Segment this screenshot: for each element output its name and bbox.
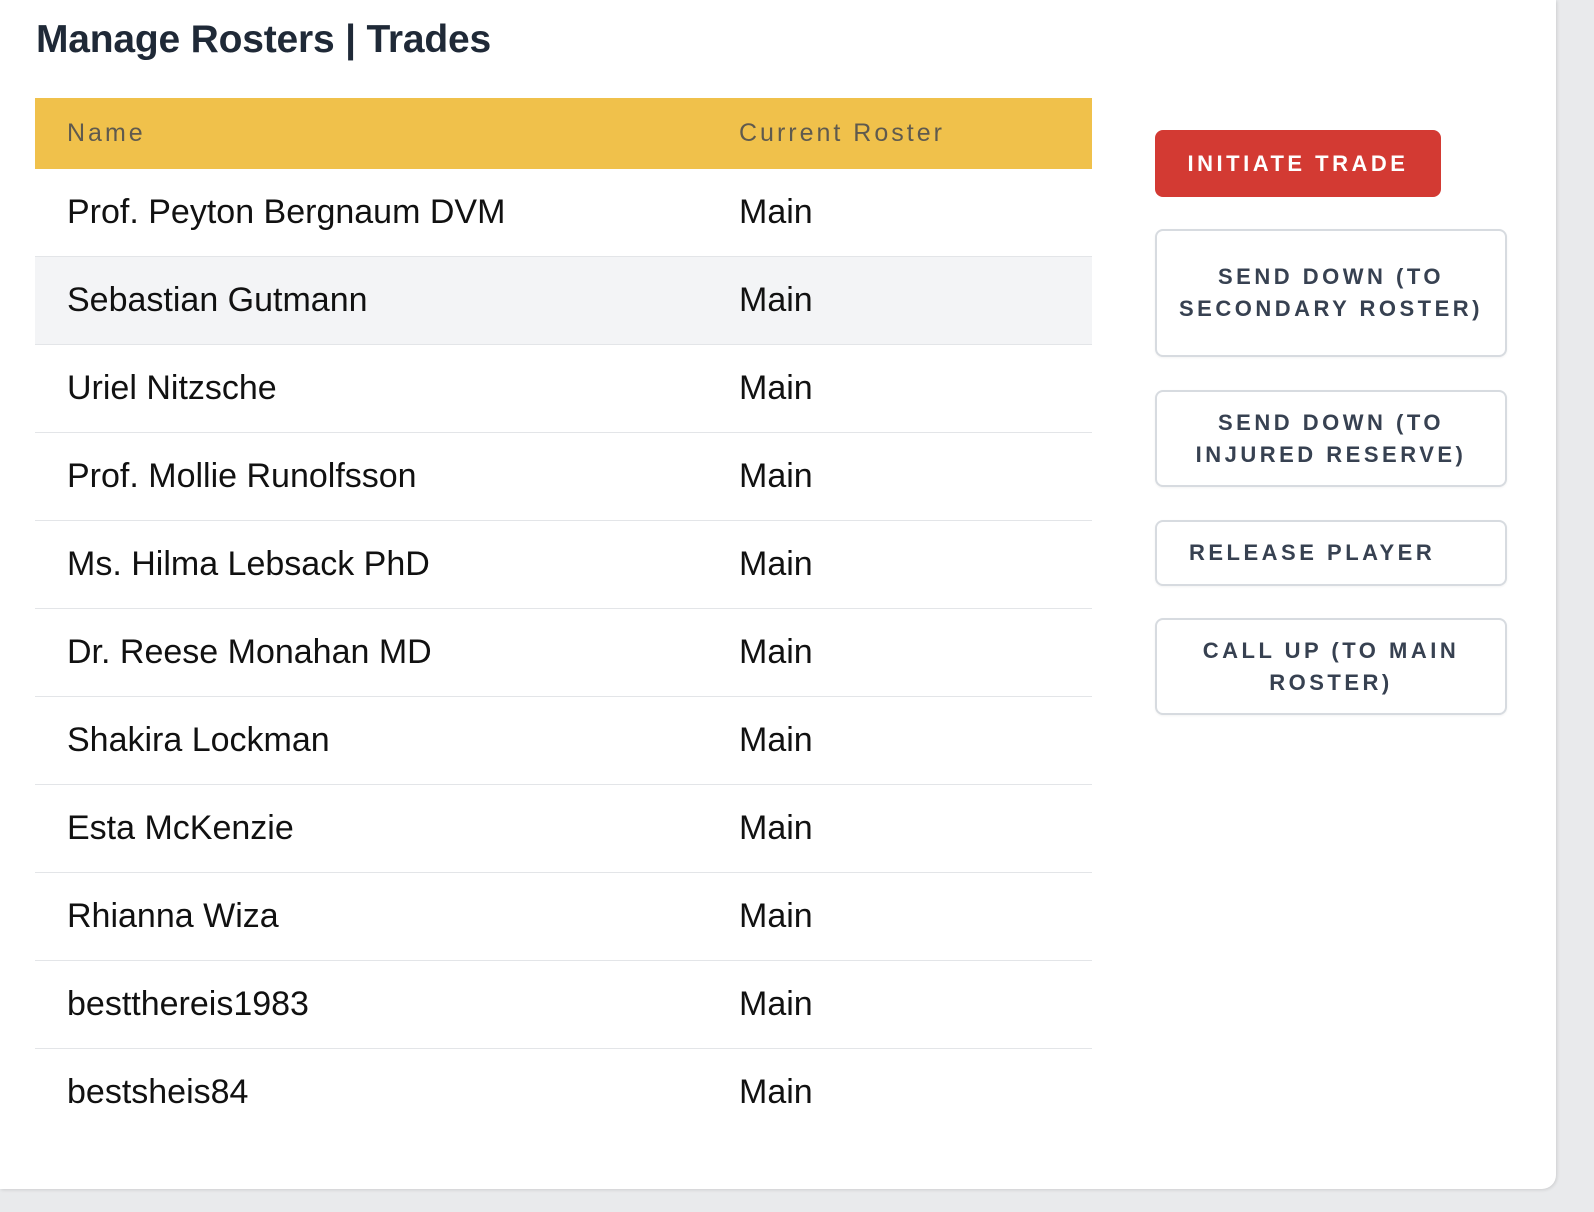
table-row[interactable]: Sebastian Gutmann Main	[35, 256, 1092, 345]
table-row[interactable]: Prof. Mollie Runolfsson Main	[35, 432, 1092, 521]
player-roster: Main	[739, 520, 1092, 609]
player-name: Uriel Nitzsche	[35, 344, 739, 433]
player-roster: Main	[739, 1073, 813, 1111]
table-row[interactable]: Shakira Lockman Main	[35, 696, 1092, 785]
player-roster: Main	[739, 696, 1092, 785]
table-row[interactable]: bestsheis84 Main	[35, 1049, 1092, 1137]
player-roster: Main	[739, 344, 1092, 433]
player-name: Prof. Peyton Bergnaum DVM	[35, 169, 739, 257]
player-name: Prof. Mollie Runolfsson	[35, 432, 739, 521]
roster-card: Manage Rosters | Trades Name Current Ros…	[0, 0, 1556, 1189]
release-player-button[interactable]: RELEASE PLAYER	[1155, 520, 1507, 586]
player-roster: Main	[739, 784, 1092, 873]
player-name: Esta McKenzie	[35, 784, 739, 873]
player-name: bestthereis1983	[35, 960, 739, 1049]
table-row[interactable]: Ms. Hilma Lebsack PhD Main	[35, 520, 1092, 609]
column-header-name[interactable]: Name	[35, 98, 739, 169]
page-title: Manage Rosters | Trades	[36, 18, 491, 61]
column-header-current-roster[interactable]: Current Roster	[739, 98, 1092, 169]
table-row[interactable]: Esta McKenzie Main	[35, 784, 1092, 873]
call-up-main-button[interactable]: CALL UP (TO MAIN ROSTER)	[1155, 618, 1507, 715]
player-roster: Main	[739, 256, 1092, 345]
initiate-trade-button[interactable]: INITIATE TRADE	[1155, 130, 1441, 197]
player-name: Rhianna Wiza	[35, 872, 739, 961]
player-roster: Main	[739, 169, 1092, 257]
player-name: Sebastian Gutmann	[35, 256, 739, 345]
table-header-row: Name Current Roster	[35, 98, 1092, 169]
player-roster: Main	[739, 872, 1092, 961]
player-roster: Main	[739, 608, 1092, 697]
table-row[interactable]: Rhianna Wiza Main	[35, 872, 1092, 961]
table-row[interactable]: bestthereis1983 Main	[35, 960, 1092, 1049]
table-row[interactable]: Uriel Nitzsche Main	[35, 344, 1092, 433]
send-down-secondary-button[interactable]: SEND DOWN (TO SECONDARY ROSTER)	[1155, 229, 1507, 357]
roster-table: Name Current Roster Prof. Peyton Bergnau…	[35, 98, 1092, 1136]
send-down-injured-button[interactable]: SEND DOWN (TO INJURED RESERVE)	[1155, 390, 1507, 487]
player-roster: Main	[739, 432, 1092, 521]
player-name: Dr. Reese Monahan MD	[35, 608, 739, 697]
player-roster: Main	[739, 960, 1092, 1049]
table-row[interactable]: Prof. Peyton Bergnaum DVM Main	[35, 169, 1092, 257]
player-name: Shakira Lockman	[35, 696, 739, 785]
player-name: Ms. Hilma Lebsack PhD	[35, 520, 739, 609]
table-row[interactable]: Dr. Reese Monahan MD Main	[35, 608, 1092, 697]
player-name: bestsheis84	[67, 1073, 249, 1111]
